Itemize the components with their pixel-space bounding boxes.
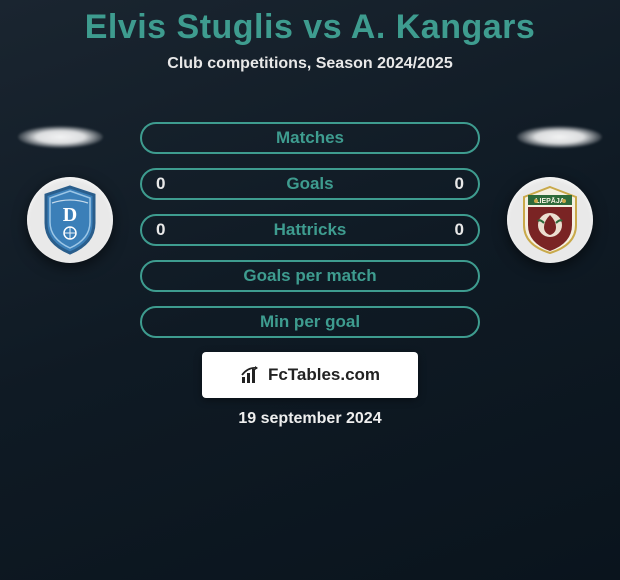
stat-label: Hattricks (274, 220, 347, 240)
stat-row-mpg: Min per goal (140, 306, 480, 338)
club-crest-right: LIEPĀJA (507, 177, 593, 263)
page-title: Elvis Stuglis vs A. Kangars (0, 8, 620, 47)
stat-label: Min per goal (260, 312, 360, 332)
spotlight-left (18, 126, 103, 148)
shield-icon: LIEPĀJA (520, 185, 580, 255)
stat-row-goals: 0 Goals 0 (140, 168, 480, 200)
stat-right-value: 0 (455, 220, 464, 240)
club-crest-left: D (27, 177, 113, 263)
brand-badge: FcTables.com (202, 352, 418, 398)
stat-left-value: 0 (156, 174, 165, 194)
stat-row-gpm: Goals per match (140, 260, 480, 292)
stat-row-matches: Matches (140, 122, 480, 154)
stat-label: Goals (286, 174, 333, 194)
stat-left-value: 0 (156, 220, 165, 240)
svg-text:LIEPĀJA: LIEPĀJA (535, 197, 565, 205)
brand-name: FcTables.com (268, 365, 380, 385)
stat-label: Matches (276, 128, 344, 148)
spotlight-right (517, 126, 602, 148)
svg-text:D: D (63, 204, 77, 226)
stats-rows: Matches 0 Goals 0 0 Hattricks 0 Goals pe… (140, 122, 480, 338)
page-subtitle: Club competitions, Season 2024/2025 (0, 55, 620, 73)
bar-chart-icon (240, 365, 264, 385)
footer-date: 19 september 2024 (0, 410, 620, 428)
stat-right-value: 0 (455, 174, 464, 194)
stat-label: Goals per match (243, 266, 376, 286)
stat-row-hattricks: 0 Hattricks 0 (140, 214, 480, 246)
shield-icon: D (40, 185, 100, 255)
